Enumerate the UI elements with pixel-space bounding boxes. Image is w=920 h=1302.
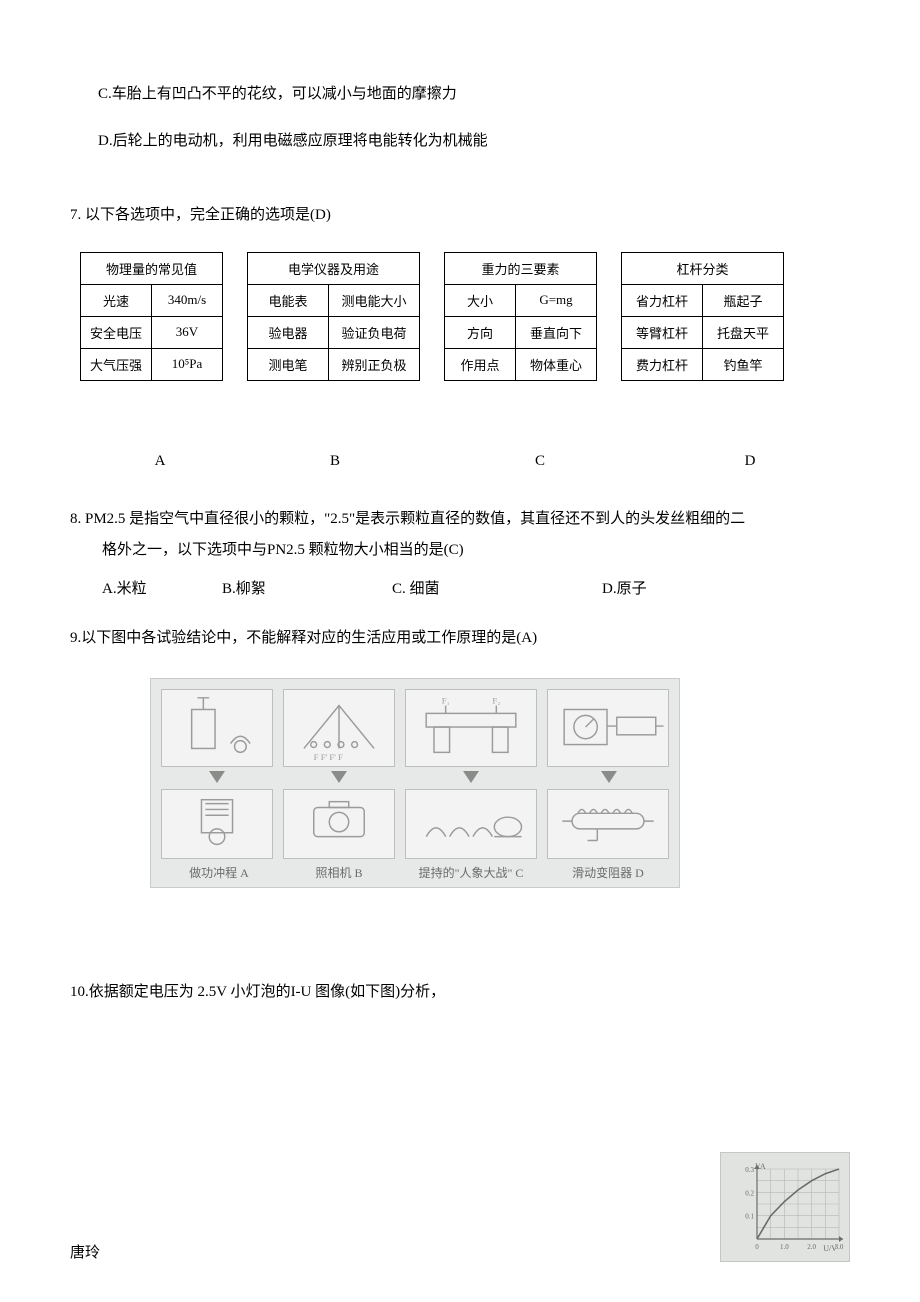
q8-option-b: B.柳絮 xyxy=(222,577,392,598)
sketch-icon: F₁ F₂ xyxy=(406,690,536,766)
svg-text:I/A: I/A xyxy=(755,1162,766,1171)
q7-table-a-header: 物理量的常见值 xyxy=(81,252,223,284)
q9-figure-label-c: 提持的"人象大战" C xyxy=(407,864,535,881)
q9-figure: F F' F' F F₁ F₂ xyxy=(150,678,680,888)
q7-label-row: A B C D xyxy=(80,453,850,470)
sketch-icon xyxy=(548,690,668,766)
q9-figure-label-a: 做功冲程 A xyxy=(165,864,273,881)
table-cell: 36V xyxy=(152,316,223,348)
q9-panel-top-a xyxy=(161,689,273,767)
table-cell: G=mg xyxy=(516,284,597,316)
sketch-icon xyxy=(406,790,536,858)
q9-panel-top-d xyxy=(547,689,669,767)
q8-stem-line2: 格外之一，以下选项中与PN2.5 颗粒物大小相当的是(C) xyxy=(102,535,850,567)
q7-table-c-header: 重力的三要素 xyxy=(445,252,597,284)
q6-option-c: C.车胎上有凹凸不平的花纹，可以减小与地面的摩擦力 xyxy=(98,80,850,109)
table-cell: 垂直向下 xyxy=(516,316,597,348)
iv-curve-chart: I/AU/V0.10.20.301.02.03.0 xyxy=(739,1161,845,1255)
q9-panel-bot-d xyxy=(547,789,669,859)
q9-panel-top-b: F F' F' F xyxy=(283,689,395,767)
q9-panel-bot-a xyxy=(161,789,273,859)
table-cell: 安全电压 xyxy=(81,316,152,348)
svg-text:0.1: 0.1 xyxy=(745,1213,754,1221)
table-cell: 测电笔 xyxy=(248,348,329,380)
q7-label-a: A xyxy=(80,453,240,470)
table-cell: 验电器 xyxy=(248,316,329,348)
svg-text:F₁: F₁ xyxy=(442,696,450,706)
sketch-icon xyxy=(162,790,272,858)
sketch-icon xyxy=(548,790,668,858)
q9-stem: 9.以下图中各试验结论中，不能解释对应的生活应用或工作原理的是(A) xyxy=(70,624,850,653)
table-cell: 瓶起子 xyxy=(703,284,784,316)
footer-author: 唐玲 xyxy=(70,1241,100,1262)
q7-label-b: B xyxy=(240,453,430,470)
svg-text:0.3: 0.3 xyxy=(745,1166,754,1174)
table-cell: 大小 xyxy=(445,284,516,316)
q7-stem: 7. 以下各选项中，完全正确的选项是(D) xyxy=(70,201,850,230)
table-cell: 物体重心 xyxy=(516,348,597,380)
q8-stem-line1: 8. PM2.5 是指空气中直径很小的颗粒，"2.5"是表示颗粒直径的数值，其直… xyxy=(70,504,850,536)
table-cell: 验证负电荷 xyxy=(329,316,420,348)
q8-options: A.米粒 B.柳絮 C. 细菌 D.原子 xyxy=(102,577,850,598)
table-cell: 钓鱼竿 xyxy=(703,348,784,380)
svg-text:3.0: 3.0 xyxy=(835,1243,844,1251)
q9-figure-label-d: 滑动变阻器 D xyxy=(549,864,667,881)
arrow-down-icon xyxy=(463,771,479,783)
sketch-icon: F F' F' F xyxy=(284,690,394,766)
svg-text:F F' F' F: F F' F' F xyxy=(314,752,343,762)
q7-table-a: 物理量的常见值 光速340m/s 安全电压36V 大气压强10⁵Pa xyxy=(80,252,223,381)
table-cell: 340m/s xyxy=(152,284,223,316)
table-cell: 测电能大小 xyxy=(329,284,420,316)
q9-figure-label-b: 照相机 B xyxy=(285,864,393,881)
table-cell: 大气压强 xyxy=(81,348,152,380)
q7-table-b: 电学仪器及用途 电能表测电能大小 验电器验证负电荷 测电笔辨别正负极 xyxy=(247,252,420,381)
q8-option-d: D.原子 xyxy=(602,577,752,598)
svg-text:F₂: F₂ xyxy=(492,696,500,706)
table-cell: 10⁵Pa xyxy=(152,348,223,380)
q7-label-c: C xyxy=(430,453,650,470)
svg-text:0: 0 xyxy=(755,1243,759,1251)
table-cell: 方向 xyxy=(445,316,516,348)
table-cell: 作用点 xyxy=(445,348,516,380)
q7-table-c: 重力的三要素 大小G=mg 方向垂直向下 作用点物体重心 xyxy=(444,252,597,381)
q7-label-d: D xyxy=(650,453,850,470)
table-cell: 省力杠杆 xyxy=(622,284,703,316)
q8-option-c: C. 细菌 xyxy=(392,577,602,598)
arrow-down-icon xyxy=(601,771,617,783)
q9-panel-bot-c xyxy=(405,789,537,859)
table-cell: 电能表 xyxy=(248,284,329,316)
svg-text:1.0: 1.0 xyxy=(780,1243,789,1251)
table-cell: 辨别正负极 xyxy=(329,348,420,380)
sketch-icon xyxy=(284,790,394,858)
q7-table-d: 杠杆分类 省力杠杆瓶起子 等臂杠杆托盘天平 费力杠杆钓鱼竿 xyxy=(621,252,784,381)
q7-table-d-header: 杠杆分类 xyxy=(622,252,784,284)
q7-tables-row: 物理量的常见值 光速340m/s 安全电压36V 大气压强10⁵Pa 电学仪器及… xyxy=(80,252,850,381)
table-cell: 等臂杠杆 xyxy=(622,316,703,348)
q10-stem: 10.依据额定电压为 2.5V 小灯泡的I-U 图像(如下图)分析， xyxy=(70,978,850,1007)
q8-stem: 8. PM2.5 是指空气中直径很小的颗粒，"2.5"是表示颗粒直径的数值，其直… xyxy=(70,504,850,567)
sketch-icon xyxy=(162,690,272,766)
arrow-down-icon xyxy=(209,771,225,783)
table-cell: 费力杠杆 xyxy=(622,348,703,380)
svg-text:2.0: 2.0 xyxy=(807,1243,816,1251)
svg-text:0.2: 0.2 xyxy=(745,1189,754,1197)
q8-option-a: A.米粒 xyxy=(102,577,222,598)
q9-panel-bot-b xyxy=(283,789,395,859)
q10-graph: I/AU/V0.10.20.301.02.03.0 xyxy=(720,1152,850,1262)
arrow-down-icon xyxy=(331,771,347,783)
table-cell: 托盘天平 xyxy=(703,316,784,348)
table-cell: 光速 xyxy=(81,284,152,316)
q7-table-b-header: 电学仪器及用途 xyxy=(248,252,420,284)
q6-option-d: D.后轮上的电动机，利用电磁感应原理将电能转化为机械能 xyxy=(98,127,850,156)
q9-panel-top-c: F₁ F₂ xyxy=(405,689,537,767)
